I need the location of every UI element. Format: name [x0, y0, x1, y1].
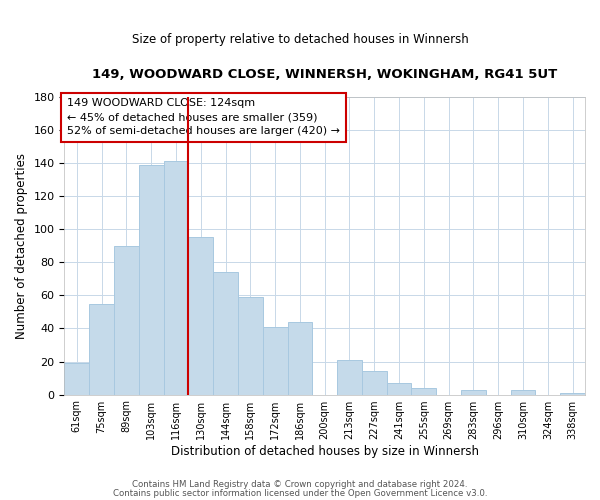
Text: Contains HM Land Registry data © Crown copyright and database right 2024.: Contains HM Land Registry data © Crown c… [132, 480, 468, 489]
Bar [386, 383, 412, 394]
Bar [139, 164, 164, 394]
Bar [114, 246, 139, 394]
Bar [560, 393, 585, 394]
Text: Contains public sector information licensed under the Open Government Licence v3: Contains public sector information licen… [113, 489, 487, 498]
Text: Size of property relative to detached houses in Winnersh: Size of property relative to detached ho… [131, 32, 469, 46]
Y-axis label: Number of detached properties: Number of detached properties [15, 153, 28, 339]
Text: 149 WOODWARD CLOSE: 124sqm
← 45% of detached houses are smaller (359)
52% of sem: 149 WOODWARD CLOSE: 124sqm ← 45% of deta… [67, 98, 340, 136]
Bar [287, 322, 313, 394]
Title: 149, WOODWARD CLOSE, WINNERSH, WOKINGHAM, RG41 5UT: 149, WOODWARD CLOSE, WINNERSH, WOKINGHAM… [92, 68, 557, 80]
Bar [188, 238, 213, 394]
Bar [511, 390, 535, 394]
Bar [362, 372, 386, 394]
Bar [337, 360, 362, 394]
Bar [238, 297, 263, 394]
Bar [164, 162, 188, 394]
Bar [213, 272, 238, 394]
Bar [89, 304, 114, 394]
Bar [64, 363, 89, 394]
Bar [461, 390, 486, 394]
Bar [263, 327, 287, 394]
X-axis label: Distribution of detached houses by size in Winnersh: Distribution of detached houses by size … [171, 444, 479, 458]
Bar [412, 388, 436, 394]
